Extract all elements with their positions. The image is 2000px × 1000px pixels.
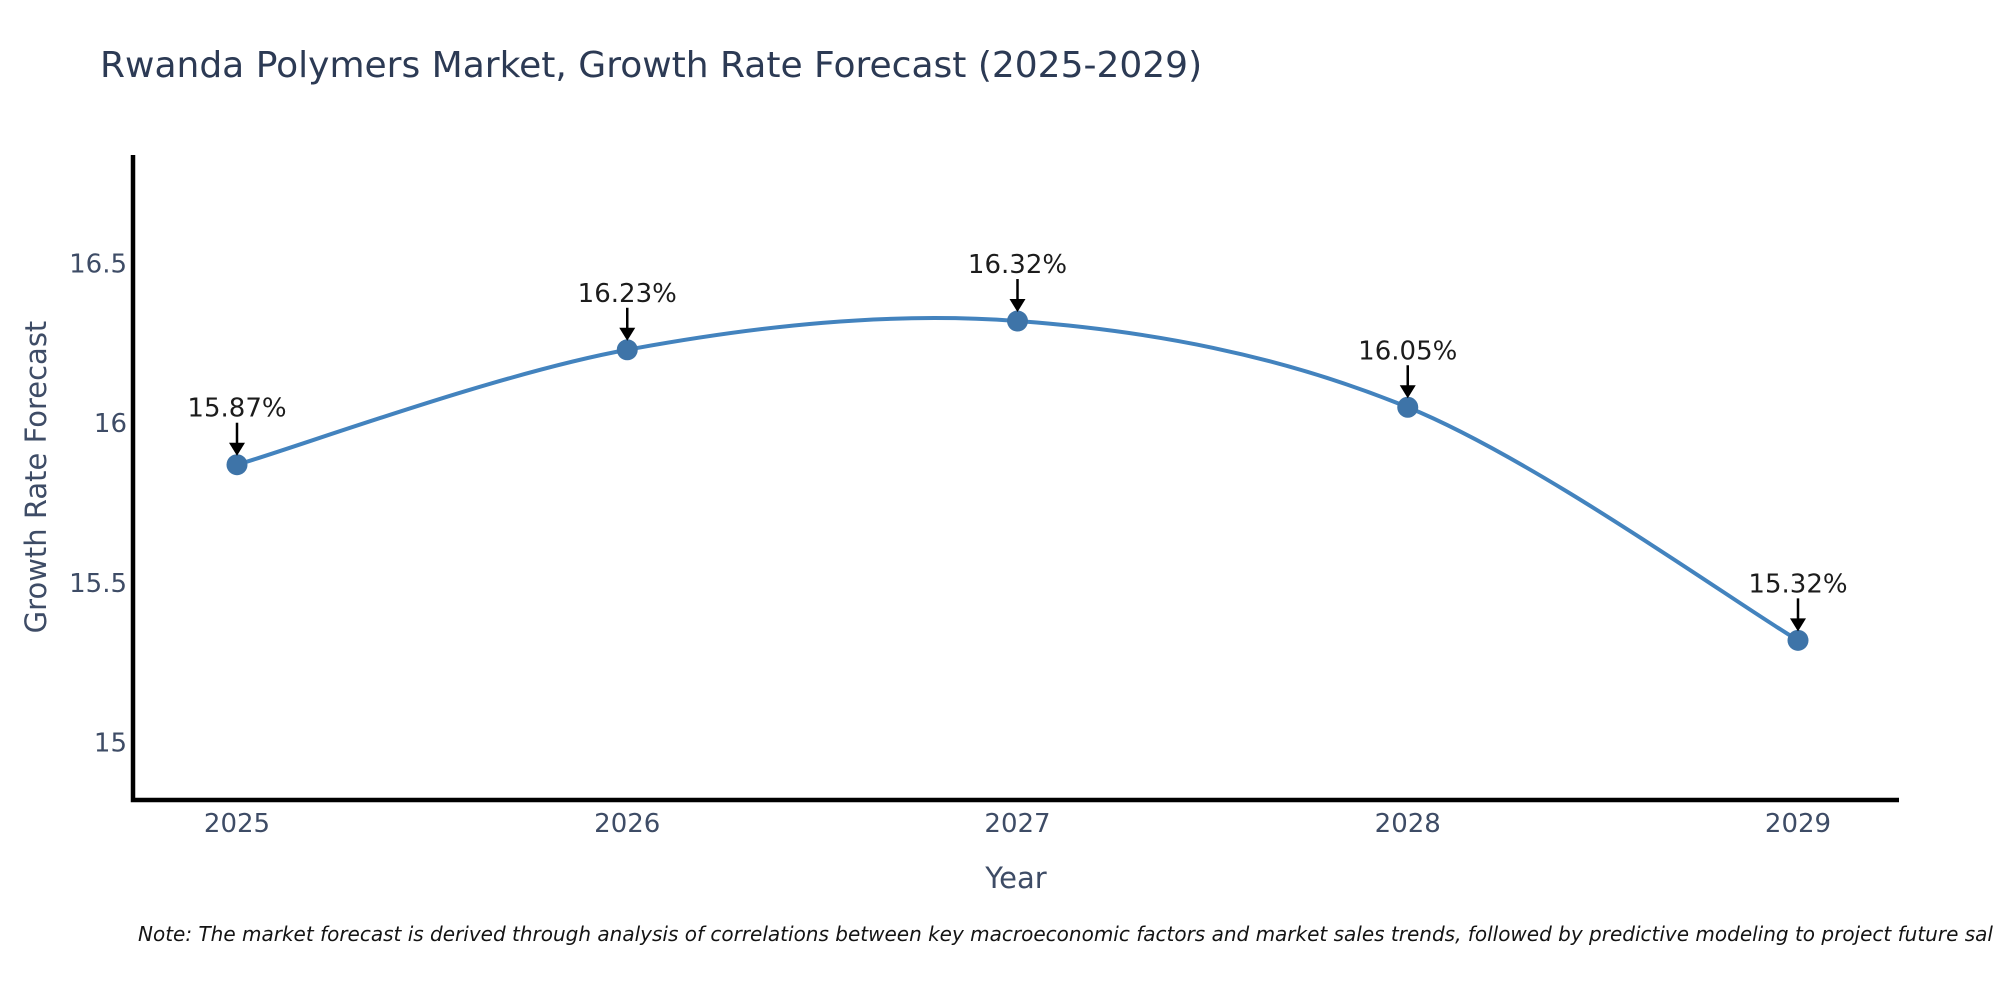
- point-value-label: 16.32%: [968, 250, 1067, 280]
- data-point-2028: [1397, 396, 1419, 418]
- data-point-2027: [1007, 310, 1028, 332]
- x-axis-title: Year: [984, 861, 1046, 895]
- annotation-arrowhead: [229, 442, 245, 456]
- annotations: 15.87% 16.23% 16.32% 16.05% 15.32%: [187, 250, 1848, 632]
- y-tick-label: 16: [94, 409, 127, 439]
- x-tick-label: 2025: [204, 809, 270, 839]
- annotation-arrowhead: [1399, 385, 1416, 399]
- chart-title: Rwanda Polymers Market, Growth Rate Fore…: [100, 45, 1203, 86]
- x-tick-label: 2028: [1375, 809, 1441, 839]
- annotation-arrowhead: [619, 327, 636, 341]
- y-tick-label: 16.5: [69, 250, 127, 280]
- y-axis-title: Growth Rate Forecast: [19, 321, 53, 634]
- axis-spines: [130, 155, 1899, 803]
- y-tick-label: 15: [94, 729, 127, 759]
- tick-labels: 15 15.5 16 16.5 2025 2026 2027 2028 2029: [69, 250, 1831, 839]
- growth-rate-line: [235, 316, 1800, 643]
- annotation-arrowhead: [1009, 299, 1026, 313]
- point-value-label: 15.87%: [187, 394, 286, 424]
- data-point-2025: [226, 454, 248, 476]
- data-point-2026: [616, 339, 638, 361]
- y-tick-label: 15.5: [69, 569, 127, 599]
- x-tick-label: 2027: [984, 809, 1050, 839]
- data-point-2029: [1787, 629, 1809, 651]
- data-series: [226, 310, 1809, 651]
- annotation-arrowhead: [1790, 618, 1806, 632]
- x-tick-label: 2026: [594, 809, 660, 839]
- point-value-label: 16.05%: [1358, 336, 1457, 366]
- x-tick-label: 2029: [1765, 809, 1831, 839]
- point-value-label: 16.23%: [578, 279, 677, 309]
- footnote: Note: The market forecast is derived thr…: [138, 922, 1993, 946]
- point-value-label: 15.32%: [1748, 569, 1847, 599]
